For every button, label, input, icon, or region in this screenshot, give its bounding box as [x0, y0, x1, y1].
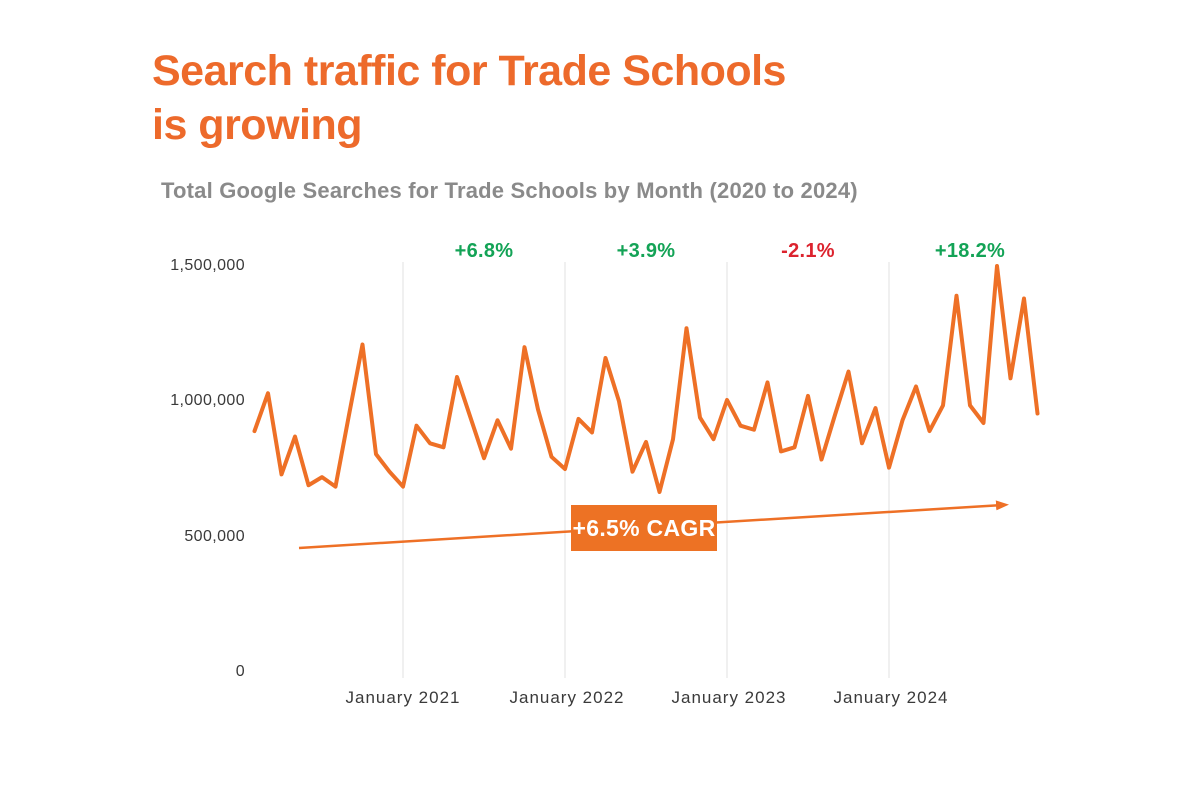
page-title: Search traffic for Trade Schools is grow…	[152, 44, 1052, 152]
yoy-annotation-2024: +18.2%	[934, 240, 1006, 262]
cagr-badge: +6.5% CAGR	[571, 505, 717, 551]
y-tick-0: 0	[235, 663, 245, 680]
x-tick-january-2021: January 2021	[345, 688, 461, 707]
y-tick-1500000: 1,500,000	[170, 257, 245, 274]
yoy-annotation-2022: +3.9%	[616, 240, 676, 262]
year-gridlines	[402, 262, 890, 678]
x-tick-january-2024: January 2024	[833, 688, 949, 707]
search-traffic-line	[252, 264, 1040, 495]
chart-subtitle: Total Google Searches for Trade Schools …	[161, 178, 858, 203]
page-title-line-1: Search traffic for Trade Schools	[152, 47, 786, 95]
x-tick-january-2022: January 2022	[509, 688, 625, 707]
yoy-annotation-2023: -2.1%	[781, 240, 835, 262]
y-tick-1000000: 1,000,000	[170, 392, 245, 409]
yoy-annotation-2021: +6.8%	[454, 240, 514, 262]
y-tick-500000: 500,000	[184, 528, 245, 545]
x-tick-january-2023: January 2023	[671, 688, 787, 707]
page-title-line-2: is growing	[152, 101, 363, 149]
